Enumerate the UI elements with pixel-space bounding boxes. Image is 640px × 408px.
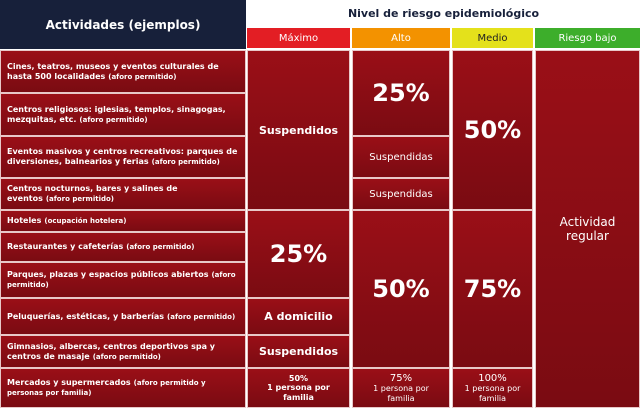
activity-text: Gimnasios, albercas, centros deportivos … xyxy=(7,341,215,361)
activity-note: (aforo permitido) xyxy=(45,195,114,203)
activity-text: Mercados y supermercados (aforo permitido… xyxy=(7,378,206,397)
risk-cell: A domicilio xyxy=(247,298,350,335)
cell-text: 75% xyxy=(389,373,413,385)
activity-note: (ocupación hotelera) xyxy=(44,217,127,226)
risk-cell: 25% xyxy=(352,50,450,136)
activity-note: (aforo permitido) xyxy=(7,271,236,289)
risk-cell: Actividad regular xyxy=(535,50,640,408)
activity-text: Hoteles (ocupación hotelera) xyxy=(7,216,127,226)
activity-note: (aforo permitido) xyxy=(151,158,220,166)
activity-cell: Cines, teatros, museos y eventos cultura… xyxy=(0,50,246,93)
risk-cell: 100% 1 persona por familia xyxy=(452,368,533,408)
risk-cell: 75% 1 persona por familia xyxy=(352,368,450,408)
risk-cell: 25% xyxy=(247,210,350,298)
level-header: Medio xyxy=(452,28,533,48)
cell-detail: 1 persona por familia xyxy=(464,384,521,403)
activity-text: Cines, teatros, museos y eventos cultura… xyxy=(7,61,219,81)
activity-text: Parques, plazas y espacios públicos abie… xyxy=(7,270,236,289)
risk-title: Nivel de riesgo epidemiológico xyxy=(347,6,540,20)
cell-text: Suspendidas xyxy=(369,151,433,163)
level-header: Alto xyxy=(352,28,450,48)
activity-note: (aforo permitido) xyxy=(126,243,195,252)
activity-text: Eventos masivos y centros recreativos: p… xyxy=(7,147,238,166)
activity-note: (aforo permitido) xyxy=(79,115,148,124)
risk-cell: Suspendidos xyxy=(247,50,350,210)
activity-cell: Restaurantes y cafeterías (aforo permitid… xyxy=(0,232,246,262)
risk-cell: 50% 1 persona por familia xyxy=(247,368,350,408)
activity-note: (aforo permitido) xyxy=(167,312,236,321)
cell-text: 50% xyxy=(463,116,522,144)
risk-cell: 50% xyxy=(352,210,450,368)
cell-text: 100% xyxy=(478,373,507,385)
risk-cell: Suspendidos xyxy=(247,335,350,368)
activity-text: Restaurantes y cafeterías (aforo permitid… xyxy=(7,242,195,252)
risk-cell: Suspendidas xyxy=(352,178,450,210)
risk-cell: Suspendidas xyxy=(352,136,450,178)
cell-text: 25% xyxy=(269,240,328,268)
cell-text: A domicilio xyxy=(264,310,333,323)
activities-header: Actividades (ejemplos) xyxy=(0,0,246,49)
cell-text: Suspendidas xyxy=(369,188,433,200)
activity-cell: Gimnasios, albercas, centros deportivos … xyxy=(0,335,246,368)
cell-text: 75% xyxy=(463,275,522,303)
risk-cell: 50% xyxy=(452,50,533,210)
activity-cell: Peluquerías, estéticas, y barberías (afor… xyxy=(0,298,246,335)
cell-text: Suspendidos xyxy=(258,345,339,358)
cell-text: 25% xyxy=(372,79,430,107)
activity-note: (aforo permitido) xyxy=(92,352,161,361)
activity-cell: Centros nocturnos, bares y salines de ev… xyxy=(0,178,246,210)
activity-note: (aforo permitido y personas por familia) xyxy=(7,379,206,397)
cell-text: 50% xyxy=(288,374,309,384)
activity-text: Peluquerías, estéticas, y barberías (afor… xyxy=(7,311,236,321)
activity-cell: Hoteles (ocupación hotelera) xyxy=(0,210,246,232)
activity-note: (aforo permitido) xyxy=(108,72,177,81)
cell-detail: 1 persona por familia xyxy=(373,384,429,403)
cell-text: Suspendidos xyxy=(258,123,339,137)
activity-text: Centros nocturnos, bares y salines de ev… xyxy=(7,184,178,203)
activity-cell: Centros religiosos: iglesias, templos, s… xyxy=(0,93,246,136)
level-header: Riesgo bajo xyxy=(535,28,640,48)
cell-detail: 1 persona por familia xyxy=(267,383,330,402)
cell-text: 50% xyxy=(372,275,430,303)
activity-cell: Eventos masivos y centros recreativos: p… xyxy=(0,136,246,178)
risk-cell: 75% xyxy=(452,210,533,368)
activity-cell: Parques, plazas y espacios públicos abie… xyxy=(0,262,246,298)
level-header: Máximo xyxy=(247,28,350,48)
activity-cell: Mercados y supermercados (aforo permitido… xyxy=(0,368,246,408)
cell-text: Actividad regular xyxy=(559,215,616,243)
activity-text: Centros religiosos: iglesias, templos, s… xyxy=(7,104,226,124)
